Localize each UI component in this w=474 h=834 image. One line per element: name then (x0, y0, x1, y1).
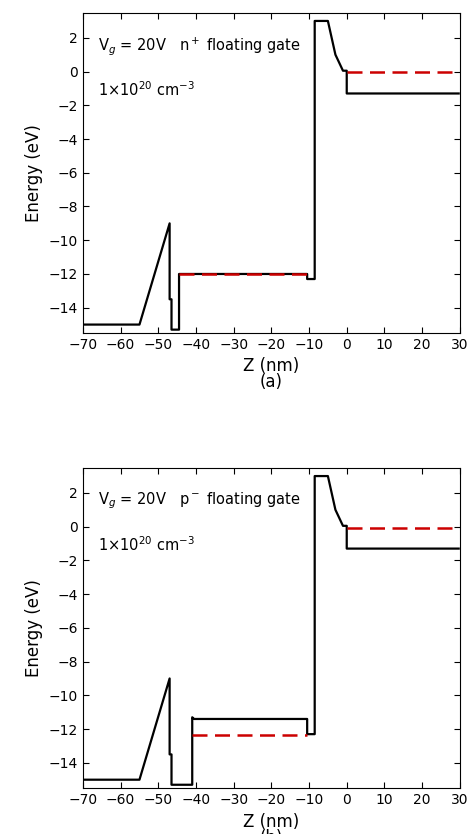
Y-axis label: Energy (eV): Energy (eV) (25, 579, 43, 677)
Text: V$_g$ = 20V   p$^-$ floating gate: V$_g$ = 20V p$^-$ floating gate (98, 490, 301, 510)
Text: V$_g$ = 20V   n$^+$ floating gate: V$_g$ = 20V n$^+$ floating gate (98, 35, 301, 57)
Y-axis label: Energy (eV): Energy (eV) (25, 123, 43, 222)
X-axis label: Z (nm): Z (nm) (243, 358, 300, 375)
Text: 1$\times$10$^{20}$ cm$^{-3}$: 1$\times$10$^{20}$ cm$^{-3}$ (98, 535, 195, 554)
Text: 1$\times$10$^{20}$ cm$^{-3}$: 1$\times$10$^{20}$ cm$^{-3}$ (98, 80, 195, 98)
Text: (a): (a) (260, 374, 283, 391)
Text: (b): (b) (260, 829, 283, 834)
X-axis label: Z (nm): Z (nm) (243, 812, 300, 831)
